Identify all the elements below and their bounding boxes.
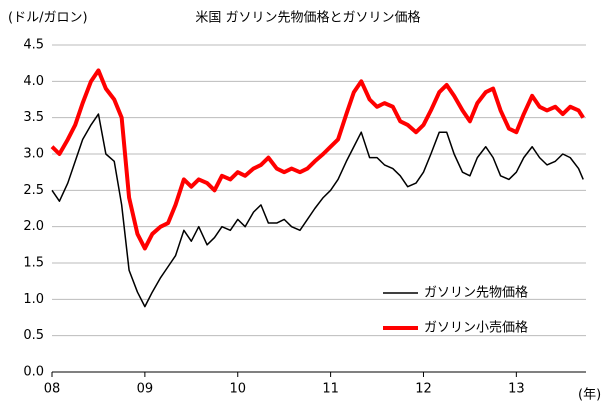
y-tick-label: 1.5 <box>23 256 44 271</box>
x-tick-label: 08 <box>44 382 61 397</box>
x-axis-label: (年) <box>578 388 601 403</box>
series-line <box>51 113 584 308</box>
y-tick-label: 2.5 <box>23 183 44 198</box>
y-tick-label: 0.0 <box>23 365 44 380</box>
legend-label: ガソリン小売価格 <box>424 320 528 336</box>
chart-title: 米国 ガソリン先物価格とガソリン価格 <box>195 10 420 26</box>
x-tick-label: 11 <box>322 382 339 397</box>
y-tick-label: 3.0 <box>23 147 44 162</box>
x-tick-label: 12 <box>415 382 432 397</box>
y-tick-label: 3.5 <box>23 110 44 125</box>
y-tick-label: 4.5 <box>23 38 44 53</box>
y-tick-label: 1.0 <box>23 292 44 307</box>
series-line <box>50 68 585 251</box>
y-tick-label: 0.5 <box>23 328 44 343</box>
x-tick-label: 10 <box>229 382 246 397</box>
x-tick-label: 09 <box>137 382 154 397</box>
y-tick-label: 4.0 <box>23 74 44 89</box>
y-tick-label: 2.0 <box>23 219 44 234</box>
legend-label: ガソリン先物価格 <box>424 285 528 301</box>
y-axis-label: (ドル/ガロン) <box>8 11 88 26</box>
x-tick-label: 13 <box>508 382 525 397</box>
